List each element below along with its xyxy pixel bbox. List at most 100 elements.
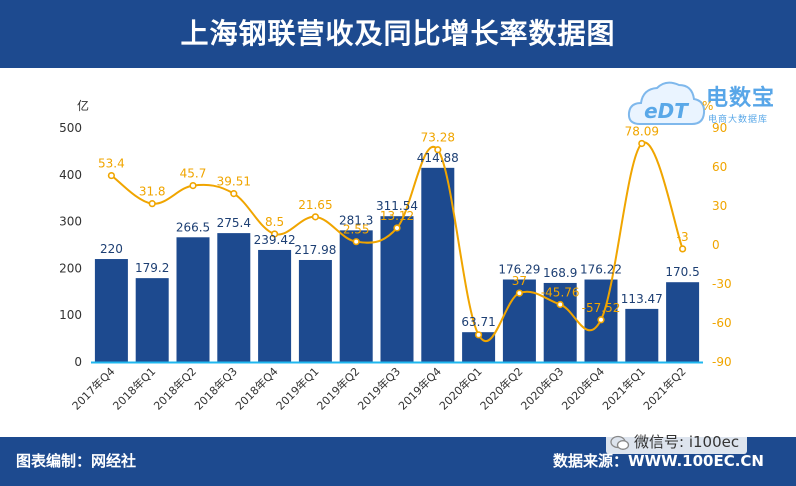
x-category-label: 2021年Q2 (640, 364, 689, 413)
revenue-bar (135, 278, 169, 362)
footer-credit: 图表编制：网经社 (16, 452, 137, 470)
line-value-label: 13.12 (380, 209, 414, 223)
revenue-bar (339, 230, 373, 362)
y-right-tick: -90 (712, 355, 732, 369)
bar-value-label: 176.29 (498, 262, 540, 276)
growth-rate-point (107, 171, 115, 180)
bar-value-label: 275.4 (217, 216, 251, 230)
growth-rate-point (556, 300, 564, 309)
growth-rate-point (230, 190, 238, 198)
bar-value-label: 239.42 (254, 233, 296, 247)
bar-value-label: 220 (100, 242, 123, 256)
chart-title: 上海钢联营收及同比增长率数据图 (180, 17, 616, 50)
y-right-tick: -60 (712, 316, 732, 330)
line-value-label: 21.65 (298, 198, 332, 212)
line-value-label: 78.09 (625, 124, 659, 138)
line-value-label: 45.7 (180, 167, 207, 181)
bar-value-label: 168.9 (543, 266, 577, 280)
y-left-tick: 100 (59, 308, 82, 322)
wechat-icon (610, 435, 630, 450)
x-category-label: 2018年Q4 (232, 364, 281, 413)
growth-rate-point (475, 331, 483, 339)
y-right-unit: % (702, 99, 713, 113)
y-right-tick: -30 (712, 277, 732, 291)
line-value-label: 39.51 (217, 175, 251, 189)
bar-value-label: 414.88 (417, 151, 459, 165)
line-value-label: 8.5 (265, 215, 284, 229)
logo-tagline: 电商大数据库 (708, 115, 769, 125)
line-layer (107, 139, 687, 343)
revenue-bar (298, 259, 332, 362)
line-value-label: 53.4 (98, 157, 125, 171)
revenue-bar (258, 249, 292, 362)
revenue-bar (217, 233, 251, 362)
growth-rate-point (515, 289, 524, 297)
growth-rate-point (148, 200, 156, 208)
y-right-tick: 30 (712, 199, 727, 213)
bar-value-label: 217.98 (294, 243, 336, 257)
bar-value-label: 176.22 (580, 263, 622, 277)
y-right-tick: 60 (712, 160, 727, 174)
line-value-label: 73.28 (421, 131, 455, 145)
revenue-bar (625, 308, 659, 362)
line-value-label: 2.55 (343, 223, 370, 237)
header-bar: 上海钢联营收及同比增长率数据图 (0, 0, 796, 68)
line-value-label: -45.76 (541, 285, 580, 299)
growth-rate-point (638, 139, 646, 148)
growth-rate-point (352, 238, 360, 246)
y-right-tick: 0 (712, 238, 720, 252)
line-value-label: -57.52 (582, 301, 621, 315)
logo-mark: eDT (644, 99, 689, 123)
revenue-bar (666, 282, 700, 362)
logo-name: 电数宝 (706, 86, 776, 111)
x-category-label: 2020年Q1 (436, 364, 485, 413)
bar-value-label: 311.54 (376, 199, 418, 213)
wechat-id: 微信号: i100ec (634, 433, 740, 451)
footer-source: 数据来源：WWW.100EC.CN (553, 452, 764, 470)
revenue-bar (176, 237, 210, 362)
wechat-watermark: 微信号: i100ec (606, 430, 748, 454)
y-left-tick: 300 (59, 215, 82, 229)
cloud-logo-icon: eDT (627, 81, 706, 125)
bar-value-label: 281.3 (339, 213, 373, 227)
growth-rate-point (678, 245, 687, 253)
revenue-bar (94, 259, 128, 362)
x-category-label: 2020年Q2 (477, 364, 526, 413)
y-left-unit: 亿 (77, 98, 89, 113)
bar-value-label: 179.2 (135, 261, 169, 275)
y-left-tick: 400 (59, 168, 82, 182)
revenue-bar (380, 216, 414, 362)
x-category-label: 2019年Q1 (273, 364, 322, 413)
y-left-tick: 200 (59, 261, 82, 275)
x-category-label: 2017年Q4 (69, 364, 118, 413)
x-category-label: 2018年Q2 (151, 364, 200, 413)
bar-value-label: 113.47 (621, 292, 663, 306)
line-value-label: 31.8 (139, 185, 166, 199)
x-category-label: 2021年Q1 (599, 364, 648, 413)
bar-layer (94, 167, 700, 362)
bar-value-label: 170.5 (665, 265, 699, 279)
x-category-label: 2018年Q1 (110, 364, 159, 413)
growth-rate-point (271, 230, 279, 238)
bar-value-label: 63.71 (461, 315, 495, 329)
x-category-label: 2020年Q3 (518, 364, 567, 413)
growth-rate-point (393, 224, 401, 232)
growth-rate-point (311, 213, 320, 221)
bar-value-label: 266.5 (176, 220, 210, 234)
revenue-bar (543, 282, 577, 362)
x-category-label: 2019年Q4 (395, 364, 444, 413)
edt-logo: eDT 电数宝 电商大数据库 (626, 76, 794, 138)
growth-rate-point (597, 316, 605, 324)
line-value-label: 37 (512, 274, 527, 288)
line-value-label: -3 (677, 230, 689, 244)
x-category-label: 2018年Q3 (191, 364, 240, 413)
x-category-label: 2019年Q2 (314, 364, 363, 413)
growth-rate-point (434, 146, 442, 154)
x-category-label: 2019年Q3 (355, 364, 404, 413)
y-left-tick: 0 (74, 355, 82, 369)
y-right-tick: 90 (712, 121, 727, 135)
revenue-bar (421, 167, 455, 362)
y-left-tick: 500 (59, 121, 82, 135)
